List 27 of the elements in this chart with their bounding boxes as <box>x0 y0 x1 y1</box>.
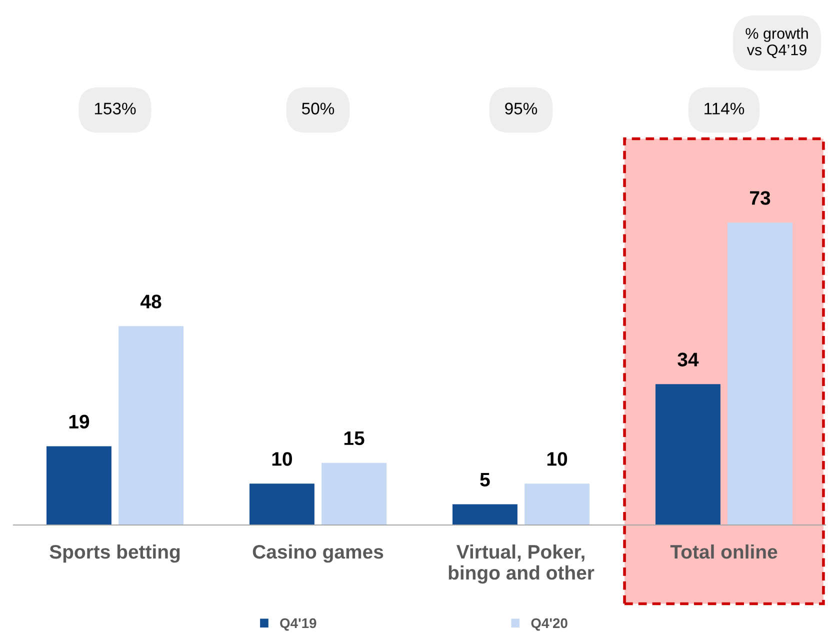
text: 153% <box>94 102 136 114</box>
bar <box>46 446 112 525</box>
x-tick-label: Virtual, Poker, bingo and other <box>448 544 594 584</box>
bar <box>249 484 314 525</box>
bar <box>524 484 590 525</box>
bar <box>728 222 793 525</box>
legend-label: Q4'20 <box>531 618 568 631</box>
data-label: 5 <box>480 472 490 487</box>
data-label: 10 <box>272 452 292 466</box>
bar <box>452 504 518 525</box>
text: 114% <box>704 102 744 114</box>
data-label: 73 <box>750 191 770 205</box>
legend-label: Q4'19 <box>280 618 316 631</box>
bar <box>655 384 720 525</box>
x-tick-label: Casino games <box>252 544 384 563</box>
data-label: 19 <box>69 414 90 429</box>
data-label: 48 <box>140 294 162 308</box>
data-label: 34 <box>678 352 699 366</box>
bar <box>118 326 184 525</box>
text: 95% <box>505 102 538 114</box>
x-tick-label: Total online <box>670 544 778 559</box>
text: 50% <box>302 102 334 114</box>
data-label: 15 <box>344 432 364 446</box>
text: % growth vs Q4’19 <box>746 28 808 58</box>
x-tick-label: Sports betting <box>50 544 180 563</box>
data-label: 10 <box>547 452 568 466</box>
bar <box>322 462 387 525</box>
